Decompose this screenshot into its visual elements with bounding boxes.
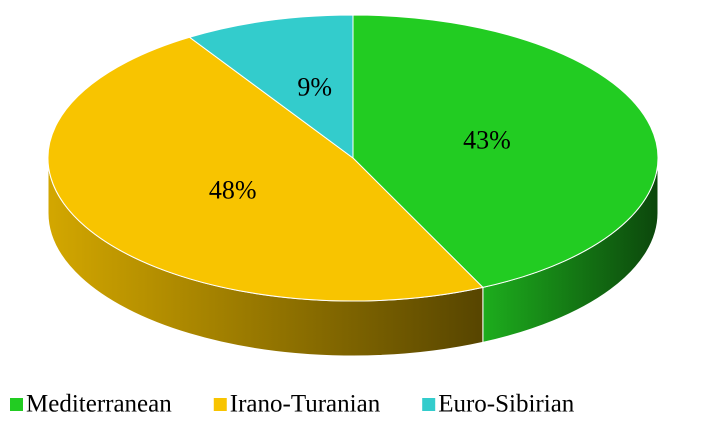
data-label: 9% (297, 72, 332, 101)
legend-label: Euro-Sibirian (438, 391, 575, 418)
pie-slice (47, 36, 484, 302)
legend-label: Irano-Turanian (230, 391, 381, 418)
data-label: 43% (463, 125, 511, 154)
legend-swatch (422, 398, 436, 411)
legend-swatch (10, 398, 23, 411)
data-labels: 43% 48% 9% (209, 72, 511, 204)
pie-slice (352, 14, 659, 288)
legend: Mediterranean Irano-Turanian Euro-Sibirian (10, 391, 575, 418)
pie-tops (47, 14, 659, 302)
data-label: 48% (209, 175, 257, 204)
legend-swatch (213, 398, 227, 411)
legend-label: Mediterranean (26, 391, 172, 418)
pie-slice (188, 14, 354, 159)
